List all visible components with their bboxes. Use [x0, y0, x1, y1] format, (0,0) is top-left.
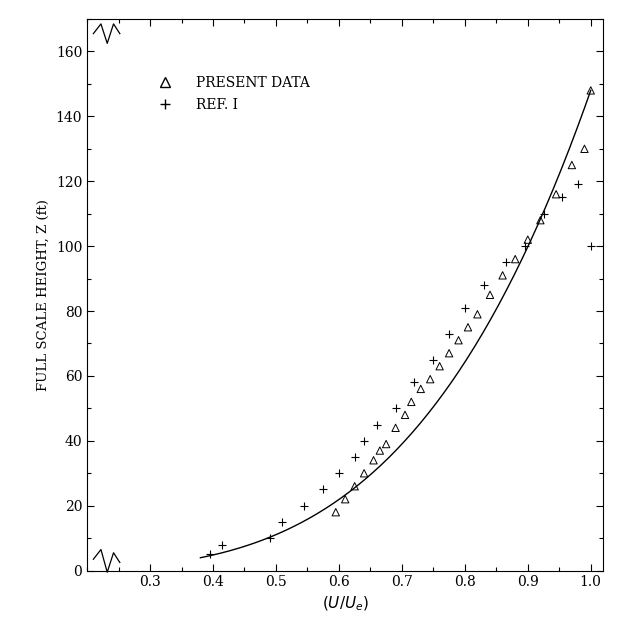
Point	[539, 209, 549, 219]
Point	[479, 280, 489, 290]
Point	[409, 377, 419, 387]
Point	[218, 540, 228, 550]
Point	[350, 452, 360, 462]
Point	[340, 494, 350, 504]
Point	[429, 354, 439, 365]
Point	[265, 533, 275, 543]
Point	[536, 215, 545, 225]
Point	[425, 374, 435, 384]
Point	[460, 302, 470, 313]
Point	[375, 446, 385, 456]
Point	[359, 468, 369, 478]
Point	[501, 257, 511, 268]
Point	[359, 436, 369, 446]
Point	[205, 549, 215, 559]
Point	[391, 403, 401, 413]
Point	[369, 455, 379, 465]
Point	[331, 507, 341, 517]
Point	[473, 309, 483, 320]
Point	[444, 348, 454, 358]
Point	[415, 384, 425, 394]
Point	[523, 235, 533, 245]
Point	[551, 189, 561, 199]
Legend: PRESENT DATA, REF. I: PRESENT DATA, REF. I	[146, 70, 315, 117]
Point	[372, 420, 382, 430]
Point	[381, 439, 391, 449]
Point	[557, 192, 567, 202]
Point	[391, 423, 401, 433]
Point	[510, 254, 520, 264]
Point	[334, 468, 344, 478]
Point	[580, 144, 590, 154]
Point	[567, 160, 577, 170]
Point	[485, 290, 495, 300]
Point	[444, 328, 454, 339]
Point	[463, 322, 473, 332]
Point	[435, 361, 445, 372]
Point	[586, 86, 596, 96]
Point	[277, 517, 287, 527]
Point	[573, 179, 583, 190]
Point	[519, 241, 529, 251]
Point	[498, 270, 508, 280]
Point	[453, 335, 463, 346]
Point	[299, 501, 309, 511]
Point	[586, 241, 596, 251]
Point	[350, 481, 360, 491]
Y-axis label: FULL SCALE HEIGHT, Z (ft): FULL SCALE HEIGHT, Z (ft)	[37, 199, 50, 391]
Point	[400, 410, 410, 420]
X-axis label: $(U/U_e)$: $(U/U_e)$	[322, 595, 369, 614]
Point	[406, 397, 416, 407]
Point	[318, 484, 328, 495]
